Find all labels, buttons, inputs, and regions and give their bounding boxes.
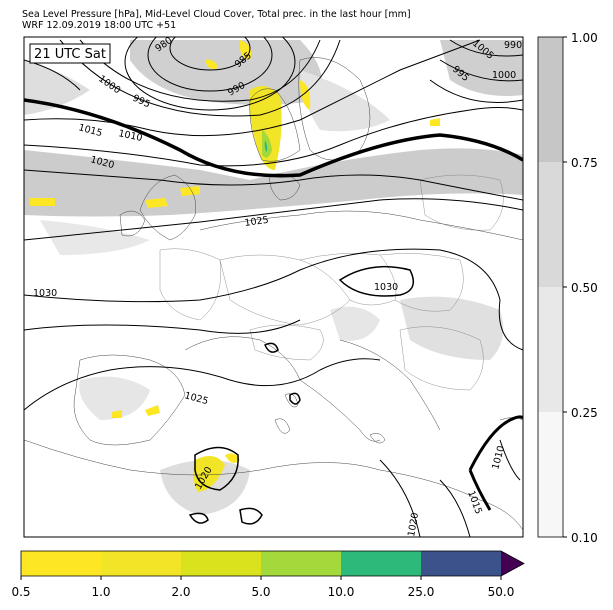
precip-colorbar-segment (21, 551, 101, 576)
precip-tick-label: 2.0 (171, 585, 190, 599)
precip-tick-label: 0.5 (11, 585, 30, 599)
precip-colorbar-segment (181, 551, 261, 576)
precip-tick-label: 10.0 (328, 585, 355, 599)
precip-colorbar: 0.5 1.0 2.0 5.0 10.0 25.0 50.0 (11, 550, 525, 599)
isobar-labels: 980 985 990 995 1000 995 1000 990 1010 1… (33, 37, 522, 538)
precipitation-field (30, 40, 440, 492)
precip-tick-label: 1.0 (91, 585, 110, 599)
isobar-label: 990 (504, 40, 522, 51)
map-frame (23, 36, 524, 538)
isobar-label: 1025 (244, 215, 269, 229)
cloud-colorbar-segment (538, 162, 563, 287)
precip-colorbar-extend-arrow (501, 551, 524, 576)
precip-colorbar-segment (101, 551, 181, 576)
cloud-tick-label: 0.50 (571, 281, 598, 295)
cloud-tick-label: 0.25 (571, 406, 598, 420)
cloud-colorbar-segment (538, 37, 563, 162)
precip-tick-label: 50.0 (488, 585, 515, 599)
map-title-line-1: Sea Level Pressure [hPa], Mid-Level Clou… (22, 9, 411, 20)
precip-tick-label: 25.0 (408, 585, 435, 599)
precip-tick-label: 5.0 (251, 585, 270, 599)
time-label: 21 UTC Sat (34, 47, 106, 62)
cloud-tick-label: 1.00 (571, 31, 598, 45)
cloud-tick-label: 0.75 (571, 156, 598, 170)
isobar-label: 1000 (492, 70, 516, 81)
isobar-label: 1010 (117, 128, 143, 144)
cloud-tick-label: 0.10 (571, 531, 598, 545)
cloud-colorbar-segment (538, 412, 563, 537)
precip-colorbar-segment (261, 551, 341, 576)
coastlines (24, 57, 523, 531)
map-panel: 980 985 990 995 1000 995 1000 990 1010 1… (24, 37, 523, 538)
time-label-box: 21 UTC Sat (29, 43, 111, 64)
cloud-colorbar-segment (538, 287, 563, 412)
country-borders (159, 174, 504, 391)
isobar-label: 1030 (33, 288, 57, 299)
isobar-label: 1030 (374, 282, 398, 293)
isobar-label: 1020 (406, 512, 421, 538)
precip-colorbar-segment (421, 551, 501, 576)
isobars (24, 37, 523, 537)
cloud-colorbar: 1.00 0.75 0.50 0.25 0.10 (537, 31, 598, 545)
cloud-cover-field (24, 40, 523, 515)
map-title-line-2: WRF 12.09.2019 18:00 UTC +51 (22, 20, 177, 31)
precip-colorbar-segment (341, 551, 421, 576)
